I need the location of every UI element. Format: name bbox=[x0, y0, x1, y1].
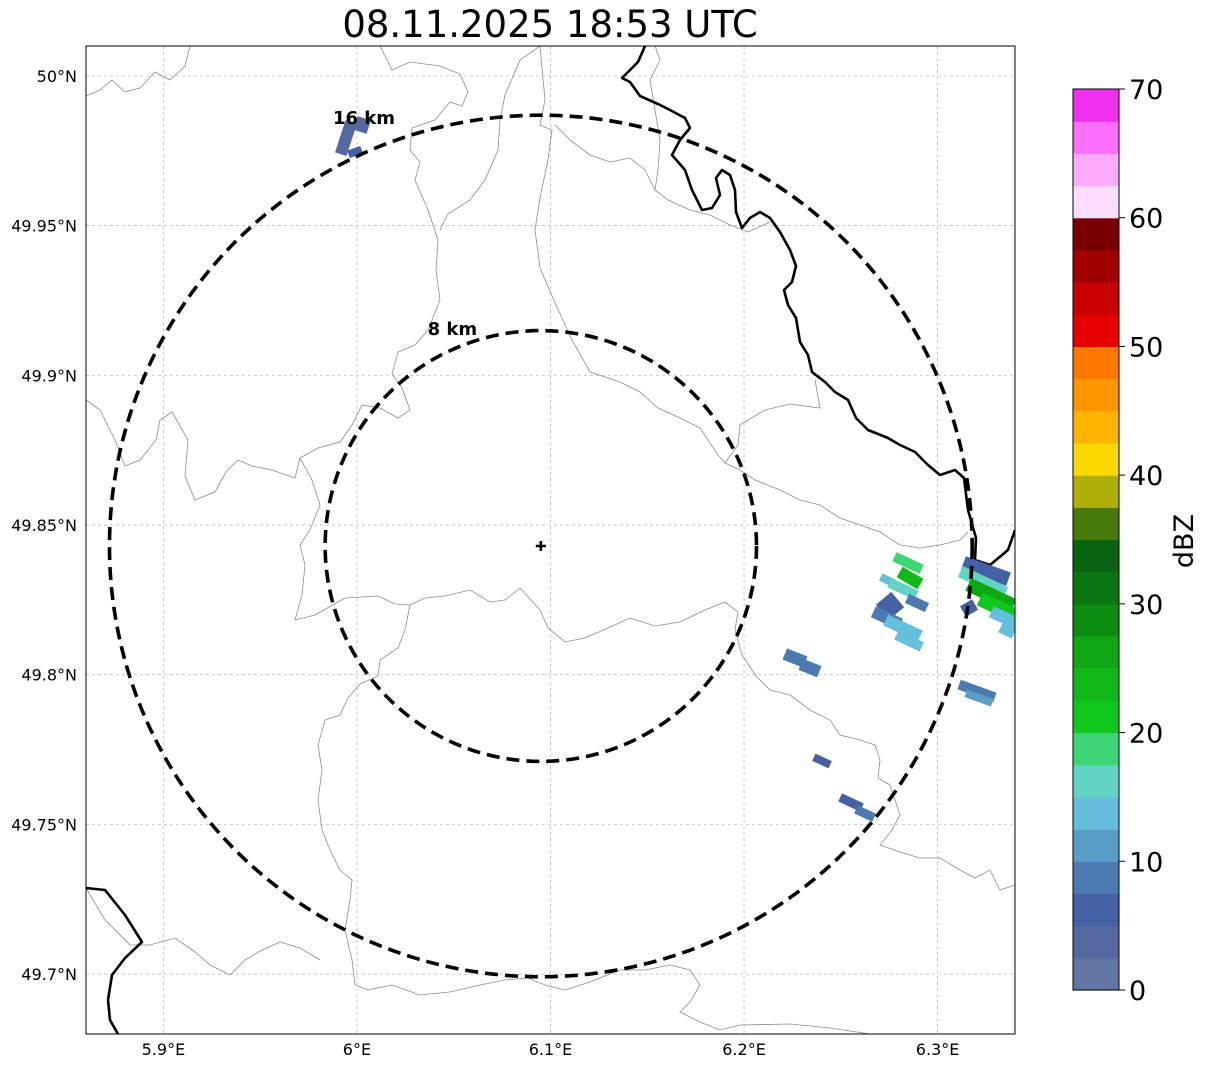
colorbar-tick-label: 40 bbox=[1129, 461, 1163, 492]
colorbar-swatch bbox=[1073, 636, 1119, 669]
colorbar-swatch bbox=[1073, 668, 1119, 701]
radar-echo-cell bbox=[335, 119, 357, 157]
axis-ticks: 5.9°E 6°E 6.1°E 6.2°E 6.3°E 49.7°N 49.75°N 49.8… bbox=[11, 67, 959, 1059]
radar-echo-cell bbox=[904, 593, 930, 613]
colorbar-tick-label: 20 bbox=[1129, 719, 1163, 750]
boundary-line bbox=[86, 46, 191, 97]
latitude-tick-label: 49.75°N bbox=[11, 815, 77, 834]
latitude-tick-label: 49.85°N bbox=[11, 516, 77, 535]
radar-echo-cell bbox=[353, 116, 371, 134]
colorbar-swatch bbox=[1073, 796, 1119, 830]
latitude-tick-label: 50°N bbox=[37, 67, 77, 86]
latitude-tick-label: 49.95°N bbox=[11, 217, 77, 236]
colorbar-swatch bbox=[1073, 475, 1119, 508]
boundary-line bbox=[534, 46, 821, 464]
colorbar-tick-label: 10 bbox=[1129, 847, 1163, 878]
map-area: 8 km 16 km bbox=[85, 45, 1016, 1035]
range-ring-labels: 8 km 16 km bbox=[333, 108, 477, 340]
boundary-line bbox=[294, 457, 791, 696]
colorbar-swatch bbox=[1073, 217, 1119, 251]
colorbar-swatch bbox=[1073, 89, 1119, 122]
range-ring bbox=[107, 113, 974, 979]
colorbar-swatch bbox=[1073, 957, 1119, 991]
map-frame bbox=[85, 45, 1016, 1035]
longitude-tick-label: 5.9°E bbox=[142, 1040, 186, 1059]
colorbar-tick-label: 60 bbox=[1129, 204, 1163, 235]
latitude-tick-label: 49.8°N bbox=[21, 666, 77, 685]
boundary-line bbox=[649, 46, 661, 191]
colorbar-swatch bbox=[1073, 442, 1119, 476]
border-line bbox=[86, 886, 144, 1034]
range-ring-label: 8 km bbox=[428, 319, 478, 340]
range-ring-label: 16 km bbox=[333, 108, 395, 129]
longitude-tick-label: 6.3°E bbox=[916, 1040, 960, 1059]
colorbar-tick-label: 0 bbox=[1129, 976, 1146, 1007]
radar-echo-cell bbox=[988, 606, 1015, 630]
colorbar-tick-label: 50 bbox=[1129, 332, 1163, 363]
boundary-line bbox=[439, 46, 541, 231]
colorbar-swatch bbox=[1073, 346, 1119, 380]
colorbar-swatch bbox=[1073, 764, 1119, 798]
colorbar: 0 10 20 30 40 50 60 70 dBZ bbox=[1072, 75, 1200, 1007]
radar-echo-cell bbox=[347, 145, 363, 159]
colorbar-swatch bbox=[1073, 893, 1119, 927]
colorbar-swatch bbox=[1073, 121, 1119, 154]
latitude-tick-label: 49.7°N bbox=[21, 965, 77, 984]
radar-echo-cell bbox=[812, 753, 832, 769]
colorbar-swatch bbox=[1073, 700, 1119, 734]
colorbar-tick-label: 30 bbox=[1129, 590, 1163, 621]
range-ring bbox=[323, 328, 759, 764]
radar-echo-cell bbox=[998, 621, 1015, 639]
longitude-tick-label: 6.2°E bbox=[722, 1040, 766, 1059]
colorbar-swatch bbox=[1073, 732, 1119, 766]
colorbar-swatch bbox=[1073, 507, 1119, 541]
colorbar-label: dBZ bbox=[1169, 514, 1200, 568]
radar-site bbox=[535, 540, 546, 551]
boundary-line bbox=[86, 46, 469, 501]
colorbar-swatch bbox=[1073, 185, 1119, 219]
country-borders bbox=[86, 46, 1015, 1034]
radar-echo-cell bbox=[892, 552, 924, 574]
colorbar-swatch bbox=[1073, 153, 1119, 187]
colorbar-swatch bbox=[1073, 571, 1119, 605]
latitude-tick-label: 49.9°N bbox=[21, 366, 77, 385]
radar-echo-cell bbox=[961, 556, 1011, 586]
boundary-line bbox=[724, 462, 969, 549]
range-rings bbox=[107, 113, 974, 979]
radar-echo-cell bbox=[782, 648, 808, 668]
boundary-line bbox=[317, 604, 871, 1034]
colorbar-swatch bbox=[1073, 314, 1119, 348]
radar-echo-cell bbox=[798, 658, 822, 678]
boundary-line bbox=[789, 694, 1015, 891]
colorbar-swatch bbox=[1073, 249, 1119, 283]
longitude-tick-label: 6°E bbox=[343, 1040, 371, 1059]
admin-boundaries bbox=[86, 46, 1015, 1034]
colorbar-tick-label: 70 bbox=[1129, 75, 1163, 106]
radar-echo-cell bbox=[894, 630, 924, 652]
colorbar-frame bbox=[1072, 88, 1120, 991]
radar-echo-cell bbox=[887, 578, 919, 600]
radar-echo-cell bbox=[964, 689, 994, 707]
colorbar-ticks: 0 10 20 30 40 50 60 70 bbox=[1119, 75, 1163, 1007]
colorbar-swatch bbox=[1073, 925, 1119, 959]
radar-site-marker bbox=[535, 540, 546, 551]
border-line bbox=[620, 46, 1015, 567]
map-title: 08.11.2025 18:53 UTC bbox=[342, 3, 758, 46]
colorbar-swatch bbox=[1073, 539, 1119, 573]
longitude-tick-label: 6.1°E bbox=[529, 1040, 573, 1059]
colorbar-swatch bbox=[1073, 829, 1119, 862]
colorbar-swatch bbox=[1073, 378, 1119, 412]
colorbar-swatch bbox=[1073, 861, 1119, 895]
radar-echo-cell bbox=[896, 566, 924, 590]
radar-echo-cell bbox=[883, 614, 923, 642]
radar-echo-cell bbox=[854, 805, 876, 822]
colorbar-swatch bbox=[1073, 282, 1119, 315]
boundary-line bbox=[86, 887, 321, 976]
colorbar-swatches bbox=[1073, 89, 1119, 991]
colorbar-swatch bbox=[1073, 410, 1119, 444]
colorbar-swatch bbox=[1073, 603, 1119, 637]
